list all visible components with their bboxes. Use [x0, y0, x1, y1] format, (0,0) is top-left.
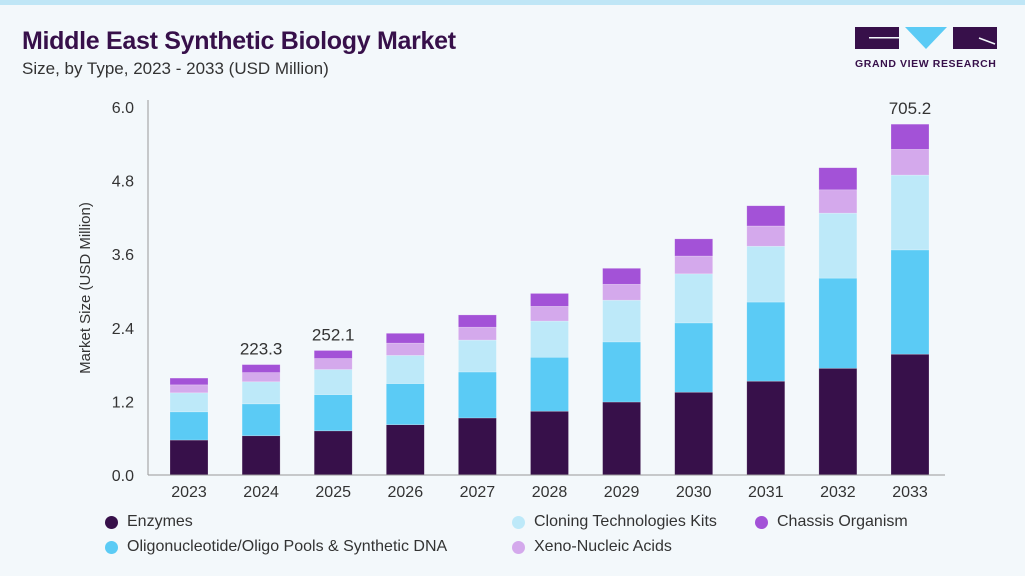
bar-segment-xeno-nucleic-acids-2033: [890, 149, 930, 176]
legend-swatch-icon: [512, 515, 525, 529]
chart-subtitle: Size, by Type, 2023 - 2033 (USD Million): [22, 59, 329, 78]
bar-segment-chassis-organism-2029: [602, 268, 641, 285]
bar-segment-chassis-organism-2031: [746, 205, 786, 227]
bar-segment-cloning-technologies-kits-2033: [890, 174, 930, 251]
legend-swatch-icon: [105, 540, 118, 554]
bar-segment-oligonucleotide-oligo-pools-synthetic-dna-2030: [674, 322, 714, 393]
x-tick-label: 2027: [460, 484, 496, 501]
bar-segment-cloning-technologies-kits-2029: [602, 299, 641, 343]
bar-segment-oligonucleotide-oligo-pools-synthetic-dna-2023: [169, 411, 209, 441]
bar-segment-xeno-nucleic-acids-2025: [313, 358, 353, 370]
legend-swatch-icon: [755, 515, 768, 529]
bar-segment-xeno-nucleic-acids-2026: [385, 342, 425, 356]
bar-segment-oligonucleotide-oligo-pools-synthetic-dna-2028: [530, 356, 569, 412]
grand-view-research-logo: [855, 27, 997, 49]
bar-segment-cloning-technologies-kits-2032: [818, 212, 858, 279]
y-axis-label: Market Size (USD Million): [77, 202, 94, 374]
top-border: [0, 0, 1025, 5]
bar-segment-xeno-nucleic-acids-2030: [674, 255, 714, 275]
bar-segment-chassis-organism-2032: [818, 167, 858, 191]
bar-segment-chassis-organism-2030: [674, 238, 714, 257]
bar-segment-enzymes-2032: [818, 367, 858, 476]
logo-text: GRAND VIEW RESEARCH: [855, 58, 997, 70]
bar-segment-oligonucleotide-oligo-pools-synthetic-dna-2033: [890, 249, 930, 355]
chart-title: Middle East Synthetic Biology Market: [22, 27, 456, 55]
x-tick-label: 2025: [315, 484, 351, 501]
legend-label: Xeno-Nucleic Acids: [534, 538, 672, 555]
bar-segment-chassis-organism-2023: [169, 377, 209, 386]
bar-segment-enzymes-2024: [241, 435, 281, 476]
legend-swatch-icon: [105, 515, 118, 529]
bar-segment-cloning-technologies-kits-2030: [674, 273, 714, 324]
y-tick-label: 6.0: [112, 100, 134, 117]
x-tick-label: 2032: [820, 484, 856, 501]
bar-segment-xeno-nucleic-acids-2028: [530, 306, 569, 322]
bar-segment-enzymes-2025: [313, 430, 353, 476]
y-tick-label: 4.8: [112, 174, 134, 191]
bar-segment-xeno-nucleic-acids-2032: [818, 189, 858, 214]
bar-segment-cloning-technologies-kits-2027: [458, 339, 497, 373]
bar-segment-oligonucleotide-oligo-pools-synthetic-dna-2025: [313, 394, 353, 432]
bar-segment-enzymes-2027: [458, 417, 497, 476]
bar-segment-chassis-organism-2025: [313, 350, 353, 359]
x-tick-label: 2028: [532, 484, 568, 501]
legend-item: Chassis Organism: [755, 513, 908, 531]
bar-segment-enzymes-2031: [746, 380, 786, 476]
x-tick-label: 2023: [171, 484, 207, 501]
legend-item: Oligonucleotide/Oligo Pools & Synthetic …: [105, 538, 447, 556]
bar-segment-enzymes-2026: [385, 424, 425, 476]
bar-total-label: 705.2: [889, 99, 932, 118]
y-tick-label: 3.6: [112, 247, 134, 264]
legend-item: Cloning Technologies Kits: [512, 513, 717, 531]
bar-total-label: 223.3: [240, 340, 283, 359]
bar-segment-cloning-technologies-kits-2031: [746, 245, 786, 303]
bar-total-label: 252.1: [312, 325, 355, 344]
legend-swatch-icon: [512, 540, 525, 554]
legend-label: Chassis Organism: [777, 513, 908, 530]
bar-segment-oligonucleotide-oligo-pools-synthetic-dna-2031: [746, 301, 786, 382]
bar-segment-cloning-technologies-kits-2028: [530, 320, 569, 358]
bar-segment-enzymes-2029: [602, 401, 641, 476]
x-tick-label: 2026: [388, 484, 424, 501]
x-tick-label: 2033: [892, 484, 928, 501]
bar-segment-xeno-nucleic-acids-2027: [458, 326, 497, 341]
bar-segment-oligonucleotide-oligo-pools-synthetic-dna-2024: [241, 403, 281, 437]
legend-label: Oligonucleotide/Oligo Pools & Synthetic …: [127, 538, 448, 555]
bar-segment-enzymes-2028: [530, 410, 569, 476]
legend-label: Enzymes: [127, 513, 193, 530]
bar-segment-cloning-technologies-kits-2026: [385, 355, 425, 384]
bar-segment-xeno-nucleic-acids-2029: [602, 283, 641, 301]
y-tick-label: 2.4: [112, 321, 134, 338]
bar-segment-oligonucleotide-oligo-pools-synthetic-dna-2026: [385, 383, 425, 426]
bar-segment-cloning-technologies-kits-2025: [313, 369, 353, 395]
legend-item: Enzymes: [105, 513, 193, 531]
bar-segment-cloning-technologies-kits-2023: [169, 392, 209, 413]
bar-segment-cloning-technologies-kits-2024: [241, 381, 281, 405]
bar-segment-enzymes-2030: [674, 391, 714, 476]
bar-segment-chassis-organism-2026: [385, 333, 425, 344]
bar-segment-xeno-nucleic-acids-2023: [169, 384, 209, 394]
bar-segment-xeno-nucleic-acids-2024: [241, 372, 281, 383]
x-tick-label: 2030: [676, 484, 712, 501]
bar-segment-xeno-nucleic-acids-2031: [746, 225, 786, 247]
x-tick-label: 2031: [748, 484, 784, 501]
bar-segment-oligonucleotide-oligo-pools-synthetic-dna-2027: [458, 371, 497, 419]
y-tick-label: 0.0: [112, 468, 134, 485]
x-tick-label: 2029: [604, 484, 640, 501]
legend-item: Xeno-Nucleic Acids: [512, 538, 672, 556]
bar-segment-chassis-organism-2033: [890, 123, 930, 150]
bar-segment-chassis-organism-2028: [530, 293, 569, 307]
bar-segment-chassis-organism-2024: [241, 364, 281, 373]
bar-segment-enzymes-2033: [890, 353, 930, 476]
legend-label: Cloning Technologies Kits: [534, 513, 717, 530]
x-tick-label: 2024: [243, 484, 279, 501]
bar-segment-oligonucleotide-oligo-pools-synthetic-dna-2032: [818, 277, 858, 369]
bar-segment-oligonucleotide-oligo-pools-synthetic-dna-2029: [602, 341, 641, 403]
bar-segment-enzymes-2023: [169, 439, 209, 476]
bar-segment-chassis-organism-2027: [458, 314, 497, 328]
y-tick-label: 1.2: [112, 394, 134, 411]
